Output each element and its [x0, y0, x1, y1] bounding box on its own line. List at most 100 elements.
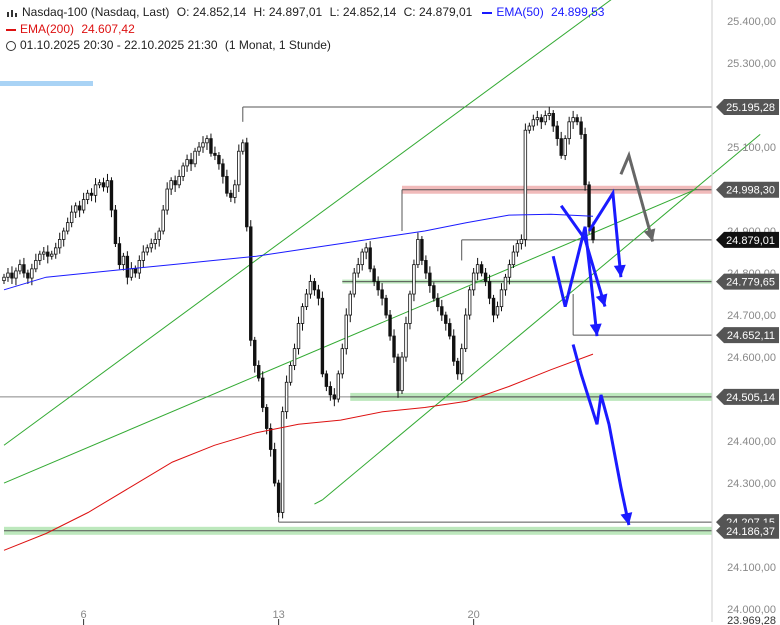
candle-body	[551, 113, 555, 127]
channel-line	[314, 499, 323, 505]
candle	[268, 423, 273, 457]
candle-body	[324, 373, 329, 387]
candle	[233, 179, 237, 204]
candlestick-series	[2, 106, 595, 519]
candle-body	[535, 117, 540, 121]
candle	[161, 204, 165, 235]
candle	[531, 114, 536, 131]
candle-body	[376, 281, 380, 291]
candle	[408, 290, 412, 330]
candle	[133, 265, 138, 278]
candle	[344, 308, 348, 355]
candle	[77, 200, 82, 218]
candle-body	[416, 239, 420, 266]
candle	[503, 273, 508, 296]
candle-body	[352, 272, 356, 295]
candle	[221, 158, 225, 184]
candle-body	[137, 260, 142, 274]
candle	[340, 343, 344, 379]
candle-body	[384, 297, 388, 316]
price-tag-bg	[716, 327, 779, 344]
ema50-swatch	[482, 11, 493, 14]
candle-body	[420, 239, 424, 261]
candle-body	[567, 121, 571, 140]
candle-body	[14, 270, 18, 279]
candle-body	[559, 138, 563, 156]
candle-body	[432, 285, 436, 299]
candle	[519, 234, 524, 250]
candle-body	[304, 293, 309, 308]
y-tick-label: 24.100,00	[727, 562, 776, 574]
scroll-indicator[interactable]	[0, 81, 93, 86]
candle-body	[555, 125, 559, 140]
candle-body	[332, 394, 337, 400]
candle-body	[50, 253, 54, 257]
candle-body	[456, 360, 460, 375]
ema200-swatch	[6, 28, 16, 31]
candle	[424, 255, 428, 279]
candle-body	[547, 113, 551, 116]
blue-projection-arrow-path	[571, 344, 631, 526]
trend-channel-lines	[3, 0, 761, 505]
candle-body	[145, 247, 149, 253]
ema-series	[3, 213, 594, 551]
price-tag: 25.195,28	[716, 98, 779, 115]
blue-projection-arrow-path	[559, 204, 607, 308]
candle-body	[288, 365, 293, 383]
x-tick-label: 6	[81, 609, 87, 621]
candle	[65, 217, 70, 235]
candle	[38, 250, 42, 266]
price-tag: 24.998,30	[716, 181, 779, 198]
candle-body	[539, 117, 543, 123]
blue-projection-arrow-head	[613, 264, 626, 278]
candle	[555, 120, 559, 146]
candle-body	[149, 243, 153, 249]
y-tick-label: 24.400,00	[727, 436, 776, 448]
candle	[129, 262, 134, 281]
candle-body	[169, 180, 173, 190]
candle	[352, 268, 356, 298]
candle	[396, 353, 400, 398]
candle	[491, 294, 496, 323]
candle	[42, 246, 46, 261]
candle	[149, 238, 153, 253]
blue-projection-arrow	[587, 188, 626, 278]
candle-body	[113, 209, 118, 245]
candle	[272, 442, 277, 487]
candle	[89, 188, 94, 202]
candle	[487, 274, 492, 305]
candle	[46, 245, 50, 264]
price-tag-bg	[716, 181, 779, 198]
candle	[117, 236, 122, 270]
candle	[328, 381, 333, 401]
candle-body	[125, 255, 130, 278]
candle-body	[26, 272, 30, 279]
low-value: L: 24.852,14	[329, 5, 397, 19]
candle-body	[272, 449, 277, 484]
gray-projection-arrow-path	[619, 150, 655, 242]
candle-body	[73, 205, 78, 213]
legend-ohlc: Nasdaq-100 (Nasdaq, Last) O: 24.852,14 H…	[6, 5, 608, 19]
candle	[217, 152, 221, 170]
candle	[81, 192, 86, 214]
y-tick-label: 25.400,00	[727, 16, 776, 28]
candle	[2, 273, 6, 284]
candle-body	[221, 163, 225, 177]
candle	[54, 242, 58, 259]
candle	[471, 268, 476, 296]
candle-body	[121, 255, 126, 266]
candle-body	[296, 323, 301, 350]
candle	[444, 311, 448, 331]
candle-body	[109, 180, 114, 211]
candle	[181, 162, 185, 182]
candle	[448, 318, 452, 340]
candle	[567, 116, 571, 145]
candle	[137, 255, 142, 279]
candle-body	[392, 335, 396, 358]
price-tag: 24.505,14	[716, 388, 779, 405]
candle-body	[81, 199, 86, 211]
candle	[543, 110, 547, 126]
candle-body	[101, 182, 106, 188]
candle-body	[38, 253, 42, 261]
